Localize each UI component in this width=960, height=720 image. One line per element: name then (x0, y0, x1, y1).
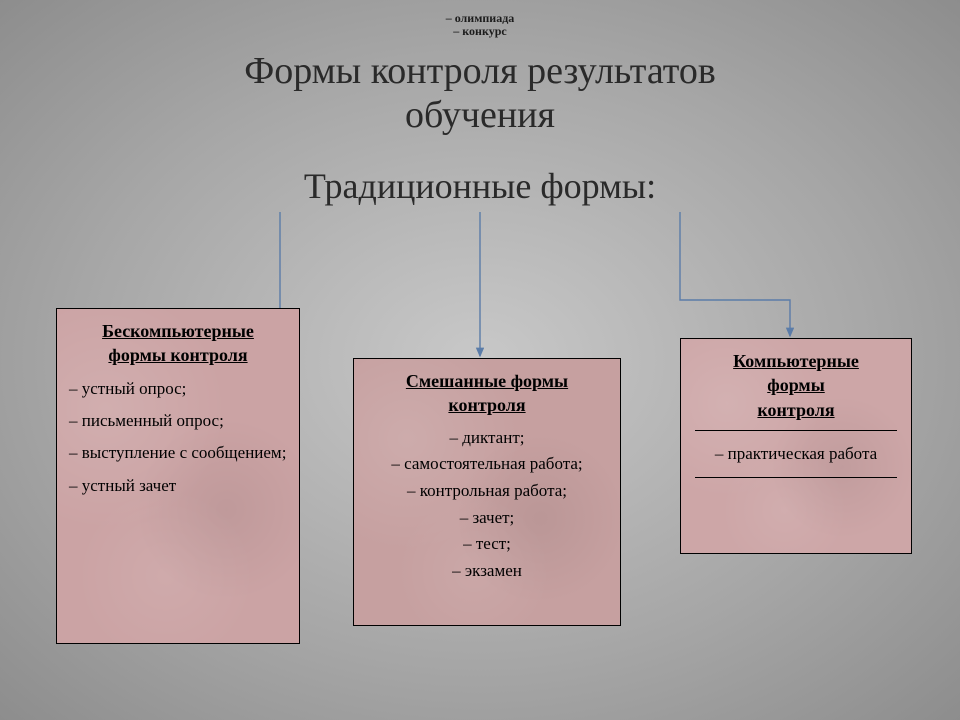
box3-heading-l2: формы (767, 375, 825, 395)
box2-items: – диктант; – самостоятельная работа; – к… (366, 426, 608, 584)
box-computer: Компьютерные формы контроля – практическ… (680, 338, 912, 554)
box-mixed: Смешанные формы контроля – диктант; – са… (353, 358, 621, 626)
box3-items: – практическая работа (693, 437, 899, 471)
box1-heading: Бескомпьютерные формы контроля (69, 319, 287, 368)
subtitle: Традиционные формы: (0, 165, 960, 207)
box3-divider-bottom (695, 477, 897, 478)
box3-heading-l3: контроля (757, 400, 834, 420)
main-title: Формы контроля результатов обучения (0, 50, 960, 137)
list-item: – выступление с сообщением; (69, 440, 287, 466)
arrow-to-box3 (680, 212, 790, 336)
list-item: – зачет; (366, 506, 608, 531)
box2-heading-l1: Смешанные формы (406, 371, 568, 391)
top-artifact-text: – олимпиада – конкурс (446, 12, 515, 37)
title-line-2: обучения (405, 94, 555, 136)
box1-items: – устный опрос; – письменный опрос; – вы… (69, 376, 287, 499)
box3-heading: Компьютерные формы контроля (693, 349, 899, 422)
box1-heading-l2: формы контроля (108, 345, 247, 365)
list-item: – практическая работа (693, 441, 899, 467)
box-no-computer: Бескомпьютерные формы контроля – устный … (56, 308, 300, 644)
title-line-1: Формы контроля результатов (244, 50, 716, 92)
list-item: – диктант; (366, 426, 608, 451)
list-item: – устный опрос; (69, 376, 287, 402)
box3-heading-l1: Компьютерные (733, 351, 859, 371)
list-item: – контрольная работа; (366, 479, 608, 504)
box2-heading-l2: контроля (448, 395, 525, 415)
box3-divider-top (695, 430, 897, 431)
list-item: – устный зачет (69, 473, 287, 499)
box2-heading: Смешанные формы контроля (366, 369, 608, 418)
artifact-line-1: – олимпиада (446, 12, 515, 25)
list-item: – самостоятельная работа; (366, 452, 608, 477)
artifact-line-2: – конкурс (446, 25, 515, 38)
box1-heading-l1: Бескомпьютерные (102, 321, 254, 341)
list-item: – экзамен (366, 559, 608, 584)
list-item: – письменный опрос; (69, 408, 287, 434)
list-item: – тест; (366, 532, 608, 557)
